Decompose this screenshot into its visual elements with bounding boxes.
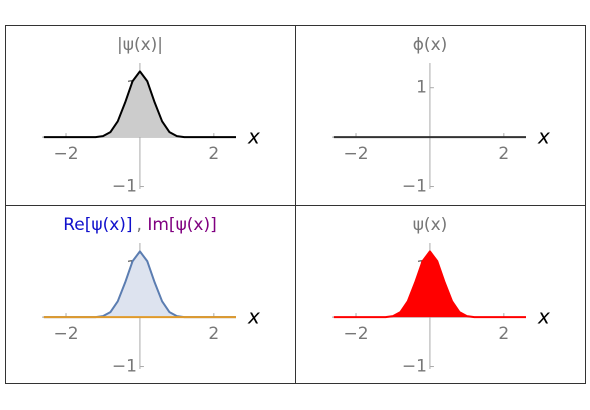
- line: [43, 70, 236, 139]
- x-axis-label: x: [537, 305, 550, 329]
- area: [43, 71, 236, 138]
- x-tick-label: −2: [53, 324, 78, 344]
- y-tick-label: −1: [112, 177, 137, 197]
- x-axis-label: x: [247, 125, 260, 149]
- y-tick-label: −1: [402, 177, 427, 197]
- x-tick-label: 2: [208, 144, 219, 164]
- x-tick-label: −2: [343, 144, 368, 164]
- x-axis-label: x: [537, 125, 550, 149]
- legend-separator: ,: [137, 215, 148, 235]
- legend-entry: Im[ψ(x)]: [147, 215, 216, 235]
- panel: −22−11xRe[ψ(x)], Im[ψ(x)]: [42, 215, 260, 377]
- panel: −22−11xψ(x): [332, 215, 550, 377]
- y-tick-label: 1: [416, 78, 427, 98]
- panel-title: ϕ(x): [413, 35, 448, 55]
- x-tick-label: 2: [498, 324, 509, 344]
- panel: −2 2 −1 1 x ϕ(x): [332, 35, 550, 197]
- panel-title: ψ(x): [413, 215, 448, 235]
- panel-title: |ψ(x)|: [117, 35, 163, 55]
- area: [43, 251, 236, 318]
- legend: Re[ψ(x)], Im[ψ(x)]: [63, 215, 217, 235]
- x-tick-label: −2: [343, 324, 368, 344]
- x-axis-label: x: [247, 305, 260, 329]
- y-tick-label: −1: [402, 357, 427, 377]
- panel: −22−11x|ψ(x)|: [42, 35, 260, 197]
- x-tick-label: −2: [53, 144, 78, 164]
- y-tick-label: −1: [112, 357, 137, 377]
- legend-entry: Re[ψ(x)]: [63, 215, 132, 235]
- line: [333, 250, 526, 319]
- area: [333, 251, 526, 318]
- x-tick-label: 2: [498, 144, 509, 164]
- x-tick-label: 2: [208, 324, 219, 344]
